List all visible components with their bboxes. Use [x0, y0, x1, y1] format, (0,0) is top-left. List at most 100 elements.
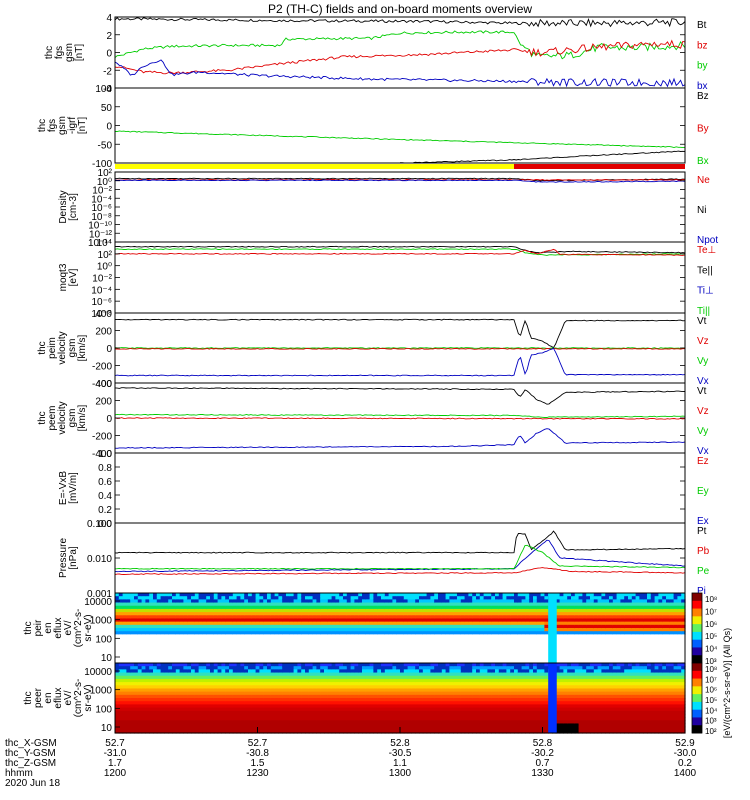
heatmap-cell — [221, 599, 226, 604]
heatmap-cell — [308, 637, 314, 642]
heatmap-cell — [582, 643, 587, 648]
heatmap-cell — [179, 663, 184, 667]
heatmap-cell — [153, 647, 158, 651]
heatmap-cell — [206, 726, 211, 731]
heatmap-cell — [426, 643, 431, 648]
heatmap-cell — [578, 612, 583, 616]
heatmap-cell — [248, 685, 253, 690]
heatmap-cell — [487, 650, 492, 655]
heatmap-cell — [308, 593, 314, 597]
heatmap-cell — [160, 602, 165, 607]
heatmap-cell — [666, 628, 671, 632]
heatmap-cell — [153, 717, 158, 721]
heatmap-cell — [346, 643, 352, 648]
heatmap-cell — [593, 602, 599, 607]
heatmap-cell — [605, 618, 610, 623]
heatmap-cell — [259, 599, 264, 604]
heatmap-cell — [658, 659, 663, 664]
heatmap-cell — [255, 723, 260, 728]
heatmap-cell — [533, 615, 538, 620]
heatmap-cell — [669, 599, 675, 604]
heatmap-cell — [354, 599, 359, 604]
heatmap-cell — [426, 621, 431, 626]
heatmap-cell — [259, 621, 264, 626]
heatmap-cell — [639, 605, 644, 610]
heatmap-cell — [419, 612, 424, 616]
heatmap-cell — [130, 593, 135, 597]
heatmap-cell — [267, 608, 272, 613]
heatmap-cell — [411, 599, 416, 604]
heatmap-cell — [267, 602, 272, 607]
heatmap-cell — [217, 713, 222, 718]
heatmap-cell — [122, 593, 127, 597]
heatmap-cell — [267, 624, 272, 629]
heatmap-cell — [301, 643, 306, 648]
heatmap-cell — [650, 643, 656, 648]
heatmap-cell — [483, 628, 488, 632]
heatmap-cell — [616, 628, 621, 632]
heatmap-cell — [392, 640, 397, 645]
heatmap-cell — [339, 663, 344, 667]
heatmap-cell — [312, 729, 317, 734]
heatmap-cell — [457, 643, 462, 648]
heatmap-cell — [662, 615, 667, 620]
heatmap-cell — [149, 634, 154, 639]
heatmap-cell — [191, 704, 196, 709]
heatmap-cell — [555, 647, 561, 651]
heatmap-cell — [628, 647, 633, 651]
heatmap-cell — [609, 615, 614, 620]
heatmap-cell — [616, 643, 621, 648]
heatmap-cell — [593, 628, 599, 632]
heatmap-cell — [381, 647, 386, 651]
heatmap-cell — [175, 637, 181, 642]
heatmap-cell — [502, 615, 507, 620]
heatmap-cell — [187, 647, 192, 651]
heatmap-cell — [137, 713, 143, 718]
heatmap-cell — [339, 701, 344, 705]
heatmap-cell — [305, 707, 310, 712]
heatmap-cell — [643, 637, 648, 642]
heatmap-cell — [164, 713, 169, 718]
heatmap-cell — [506, 596, 511, 600]
heatmap-cell — [183, 628, 188, 632]
heatmap-cell — [495, 659, 500, 664]
heatmap-cell — [278, 593, 283, 597]
heatmap-cell — [191, 593, 196, 597]
heatmap-cell — [658, 608, 663, 613]
heatmap-cell — [468, 628, 473, 632]
heatmap-cell — [381, 624, 386, 629]
heatmap-cell — [479, 624, 485, 629]
heatmap-cell — [240, 672, 245, 677]
heatmap-cell — [521, 602, 526, 607]
heatmap-cell — [415, 640, 420, 645]
heatmap-cell — [267, 634, 272, 639]
heatmap-cell — [293, 647, 298, 651]
heatmap-cell — [449, 653, 454, 658]
heatmap-cell — [525, 628, 530, 632]
heatmap-cell — [362, 618, 367, 623]
heatmap-cell — [673, 637, 678, 642]
heatmap-cell — [259, 656, 264, 661]
heatmap-cell — [658, 634, 663, 639]
heatmap-cell — [141, 704, 146, 709]
heatmap-cell — [384, 659, 390, 664]
heatmap-cell — [278, 631, 283, 635]
heatmap-cell — [650, 605, 656, 610]
heatmap-cell — [464, 631, 469, 635]
colorbar-band — [692, 655, 702, 664]
y-tick-label: 10⁻⁴ — [91, 194, 112, 205]
heatmap-cell — [270, 596, 276, 600]
heatmap-cell — [358, 685, 363, 690]
heatmap-cell — [130, 701, 135, 705]
heatmap-cell — [236, 717, 241, 721]
heatmap-cell — [164, 688, 169, 693]
heatmap-cell — [571, 650, 576, 655]
heatmap-cell — [381, 656, 386, 661]
heatmap-cell — [236, 653, 241, 658]
heatmap-cell — [495, 653, 500, 658]
heatmap-cell — [293, 704, 298, 709]
heatmap-cell — [259, 618, 264, 623]
heatmap-cell — [118, 698, 124, 702]
heatmap-cell — [289, 704, 295, 709]
heatmap-cell — [479, 643, 485, 648]
